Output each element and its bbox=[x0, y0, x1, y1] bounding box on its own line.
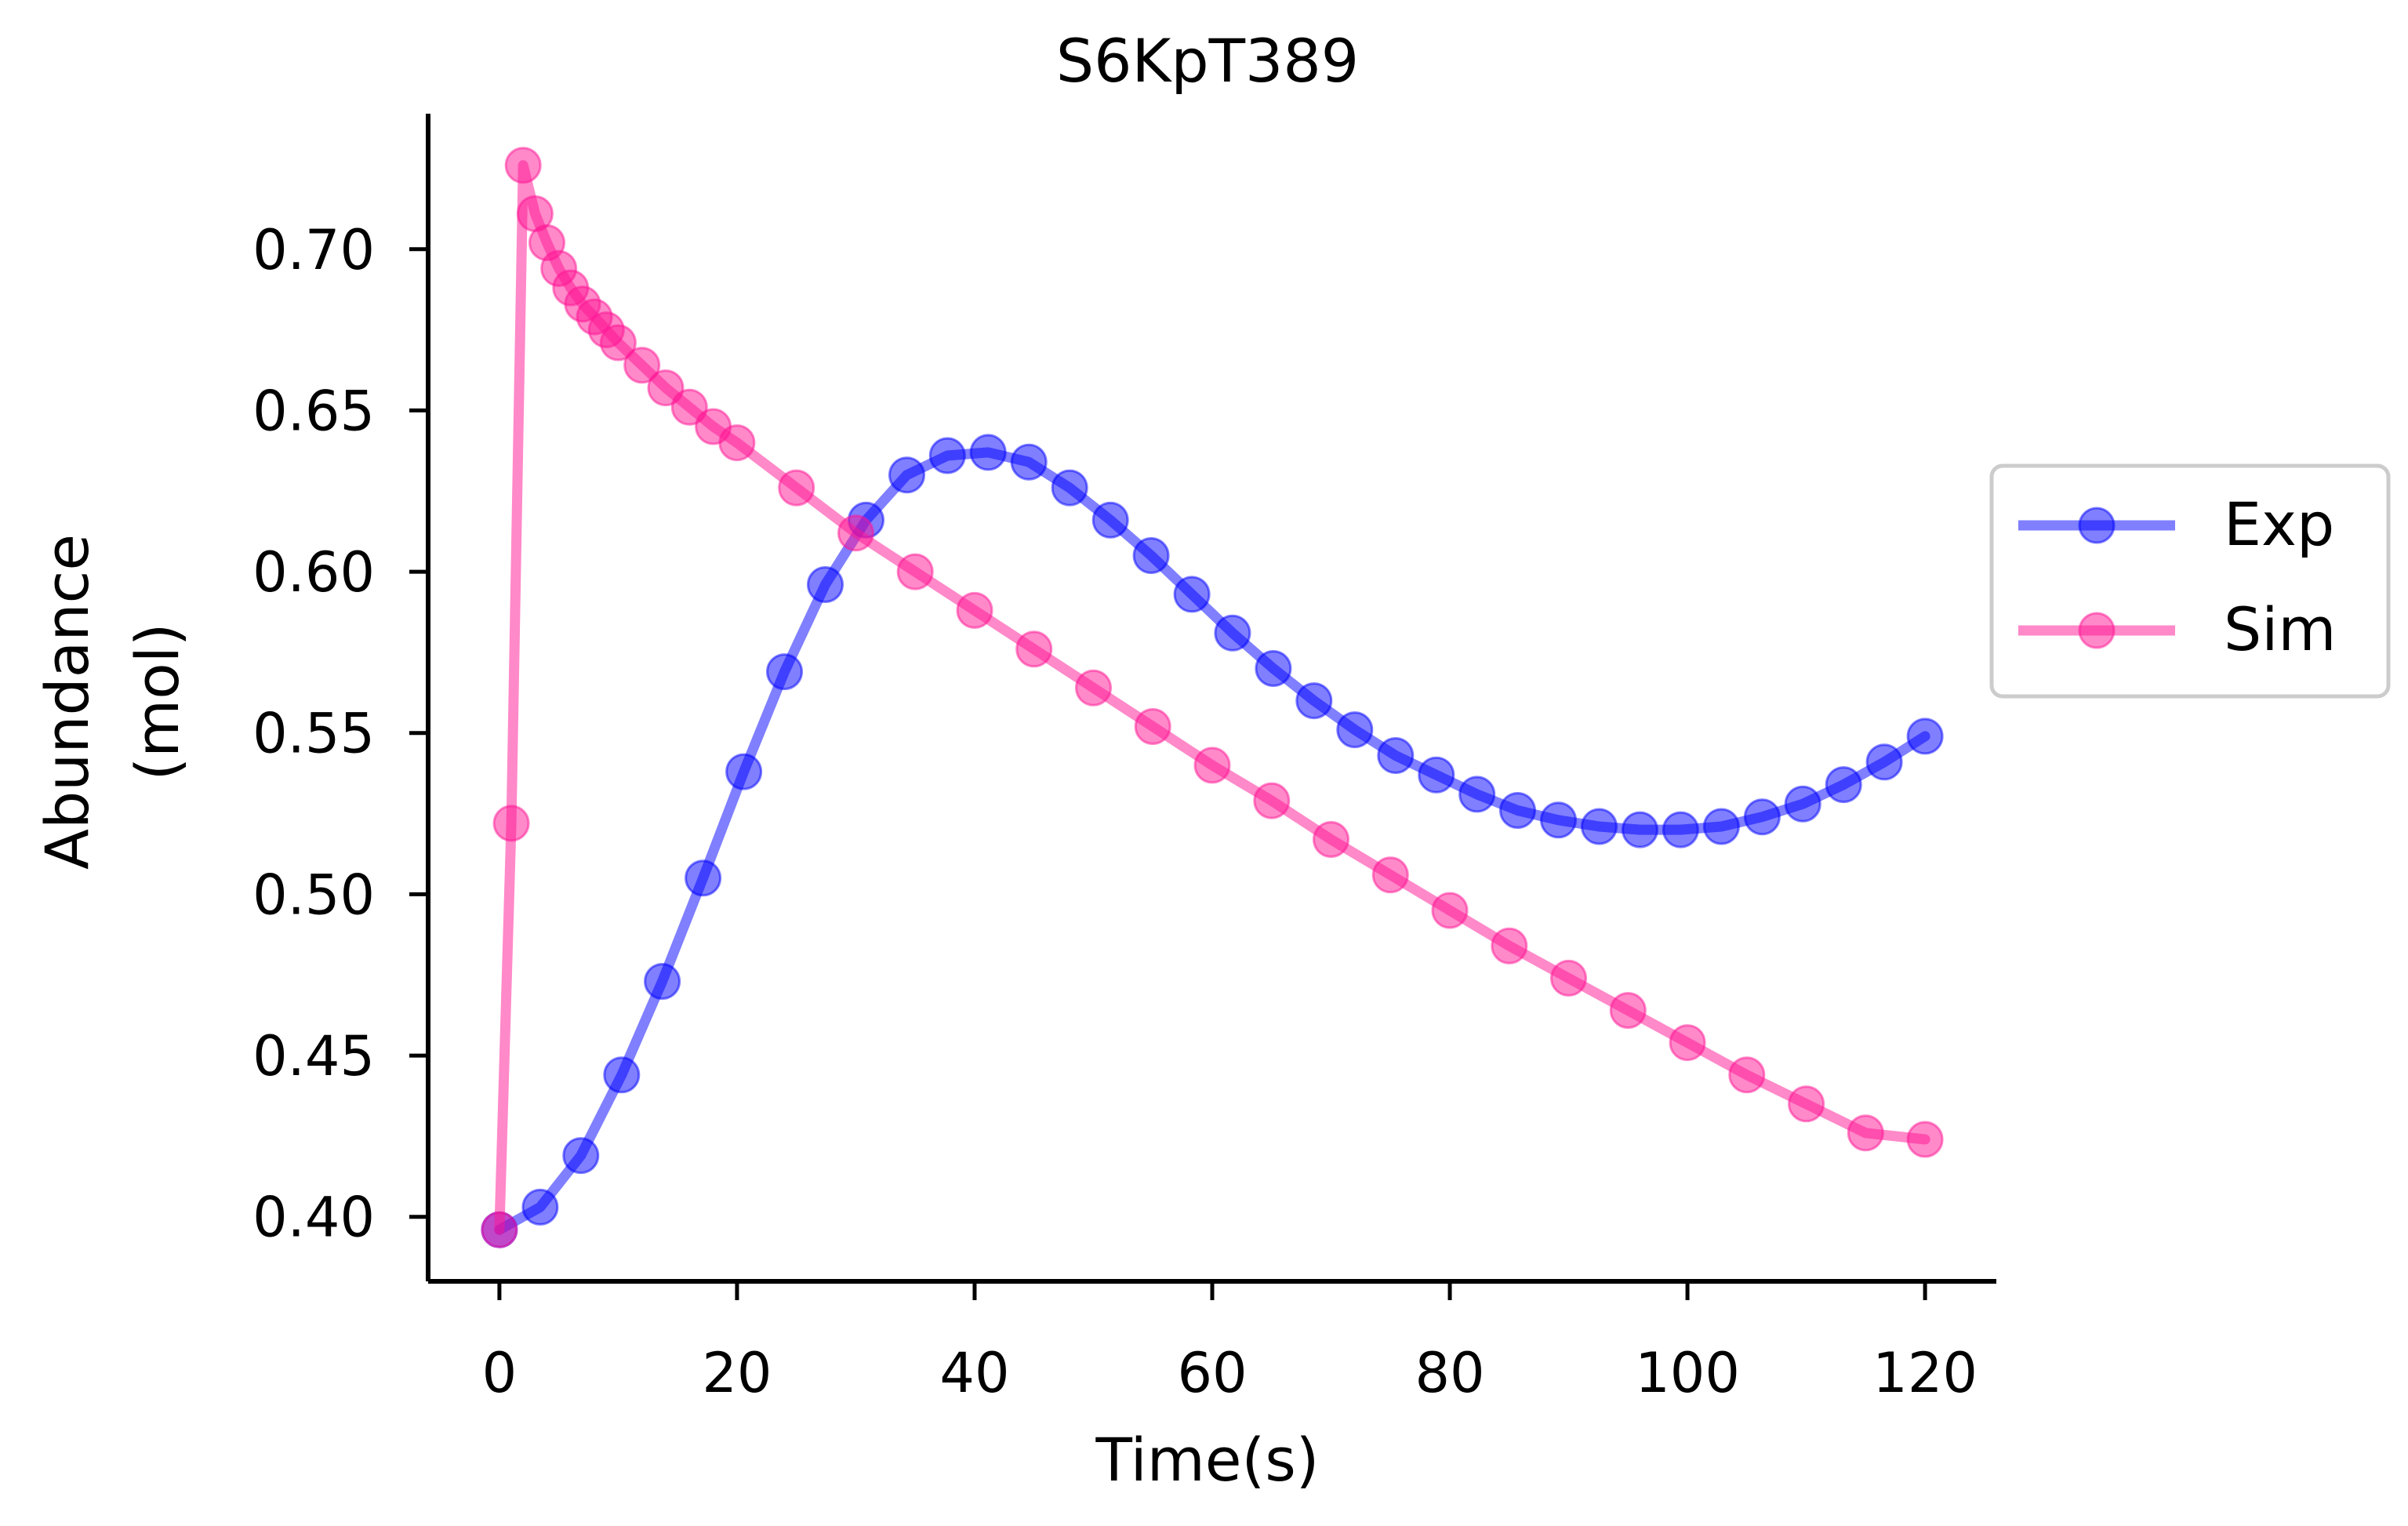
data-point-exp bbox=[1784, 785, 1821, 823]
y-tick-label: 0.45 bbox=[252, 1024, 375, 1088]
data-point-exp bbox=[969, 434, 1007, 471]
data-point-exp bbox=[928, 437, 966, 474]
data-point-exp bbox=[725, 753, 763, 790]
x-tick-label: 100 bbox=[1635, 1341, 1740, 1405]
data-point-sim bbox=[647, 369, 685, 407]
data-point-sim bbox=[1193, 747, 1231, 784]
data-point-exp bbox=[888, 456, 925, 494]
chart-title: S6KpT389 bbox=[1056, 26, 1359, 96]
y-tick-label: 0.65 bbox=[252, 379, 375, 443]
data-point-exp bbox=[1132, 537, 1170, 574]
data-point-sim bbox=[1609, 992, 1647, 1029]
data-point-exp bbox=[1295, 682, 1333, 720]
data-point-sim bbox=[896, 553, 934, 590]
data-point-sim bbox=[1075, 669, 1112, 707]
legend-marker-sim bbox=[2078, 612, 2116, 649]
data-point-sim bbox=[956, 591, 993, 629]
data-point-sim bbox=[1728, 1056, 1766, 1094]
data-point-exp bbox=[562, 1137, 600, 1175]
series-line-sim bbox=[494, 160, 1930, 1235]
data-point-exp bbox=[1255, 650, 1292, 687]
data-point-sim bbox=[1431, 892, 1469, 929]
y-axis-label-line-2: (mol) bbox=[122, 623, 192, 781]
data-point-sim bbox=[1253, 782, 1291, 819]
data-point-exp bbox=[1662, 811, 1699, 848]
legend-marker-exp bbox=[2078, 507, 2116, 544]
data-point-sim bbox=[1788, 1085, 1825, 1123]
y-axis-label-line-1: Abundance bbox=[32, 534, 102, 870]
data-point-exp bbox=[807, 566, 844, 603]
data-point-sim bbox=[504, 147, 542, 184]
data-point-sim bbox=[1015, 630, 1053, 668]
data-point-exp bbox=[1377, 737, 1415, 774]
data-point-exp bbox=[1906, 718, 1944, 755]
series-layer bbox=[481, 147, 1944, 1248]
x-tick-label: 20 bbox=[702, 1341, 772, 1405]
data-point-sim bbox=[670, 388, 708, 426]
x-ticks: 0 20 40 60 80 100 120 bbox=[482, 1281, 1978, 1405]
data-point-sim bbox=[481, 1211, 518, 1248]
x-tick-label: 60 bbox=[1177, 1341, 1247, 1405]
data-point-sim bbox=[1134, 708, 1171, 745]
data-point-exp bbox=[766, 653, 803, 691]
y-tick-label: 0.70 bbox=[252, 218, 375, 282]
y-tick-label: 0.60 bbox=[252, 540, 375, 605]
legend: Exp Sim bbox=[1989, 463, 2391, 699]
data-point-sim bbox=[599, 324, 637, 362]
data-point-exp bbox=[1458, 776, 1496, 813]
data-point-exp bbox=[1051, 469, 1088, 507]
data-point-exp bbox=[644, 963, 681, 1000]
data-point-exp bbox=[1173, 576, 1211, 613]
data-point-sim bbox=[1906, 1121, 1944, 1158]
data-point-exp bbox=[1825, 766, 1862, 804]
legend-entry-exp: Exp bbox=[2018, 489, 2334, 559]
data-point-exp bbox=[1540, 801, 1577, 839]
data-point-sim bbox=[1550, 959, 1587, 997]
legend-label-sim: Sim bbox=[2224, 594, 2336, 664]
data-point-sim bbox=[1847, 1114, 1884, 1152]
x-tick-label: 40 bbox=[939, 1341, 1009, 1405]
data-point-exp bbox=[685, 859, 722, 897]
data-point-exp bbox=[1010, 443, 1048, 481]
data-point-sim bbox=[837, 514, 874, 552]
data-point-exp bbox=[1214, 614, 1251, 652]
data-point-exp bbox=[1581, 808, 1618, 845]
data-point-sim bbox=[492, 805, 530, 842]
data-point-exp bbox=[1865, 743, 1903, 781]
data-point-exp bbox=[1091, 501, 1129, 539]
data-point-exp bbox=[521, 1188, 559, 1226]
data-point-exp bbox=[1499, 792, 1536, 829]
data-point-sim bbox=[1371, 856, 1409, 894]
x-tick-label: 0 bbox=[482, 1341, 518, 1405]
y-ticks: 0.40 0.45 0.50 0.55 0.60 0.65 0.70 bbox=[252, 218, 428, 1250]
y-axis-label: Abundance (mol) bbox=[32, 534, 192, 870]
data-point-sim bbox=[1491, 927, 1528, 965]
data-point-sim bbox=[1669, 1024, 1706, 1062]
legend-entry-sim: Sim bbox=[2018, 594, 2336, 664]
y-tick-label: 0.40 bbox=[252, 1186, 375, 1250]
legend-label-exp: Exp bbox=[2224, 489, 2334, 559]
data-point-exp bbox=[1336, 711, 1374, 749]
y-tick-label: 0.55 bbox=[252, 702, 375, 766]
data-point-exp bbox=[1622, 811, 1658, 848]
data-point-exp bbox=[1418, 756, 1455, 794]
data-point-sim bbox=[1313, 821, 1349, 858]
data-point-sim bbox=[718, 424, 756, 462]
data-point-sim bbox=[778, 469, 815, 507]
x-axis-label: Time(s) bbox=[1095, 1425, 1320, 1495]
x-tick-label: 120 bbox=[1872, 1341, 1978, 1405]
x-tick-label: 80 bbox=[1415, 1341, 1484, 1405]
data-point-sim bbox=[623, 347, 661, 384]
data-point-exp bbox=[1743, 798, 1781, 836]
y-tick-label: 0.50 bbox=[252, 863, 375, 927]
data-point-exp bbox=[1702, 808, 1740, 845]
data-point-exp bbox=[603, 1056, 641, 1094]
